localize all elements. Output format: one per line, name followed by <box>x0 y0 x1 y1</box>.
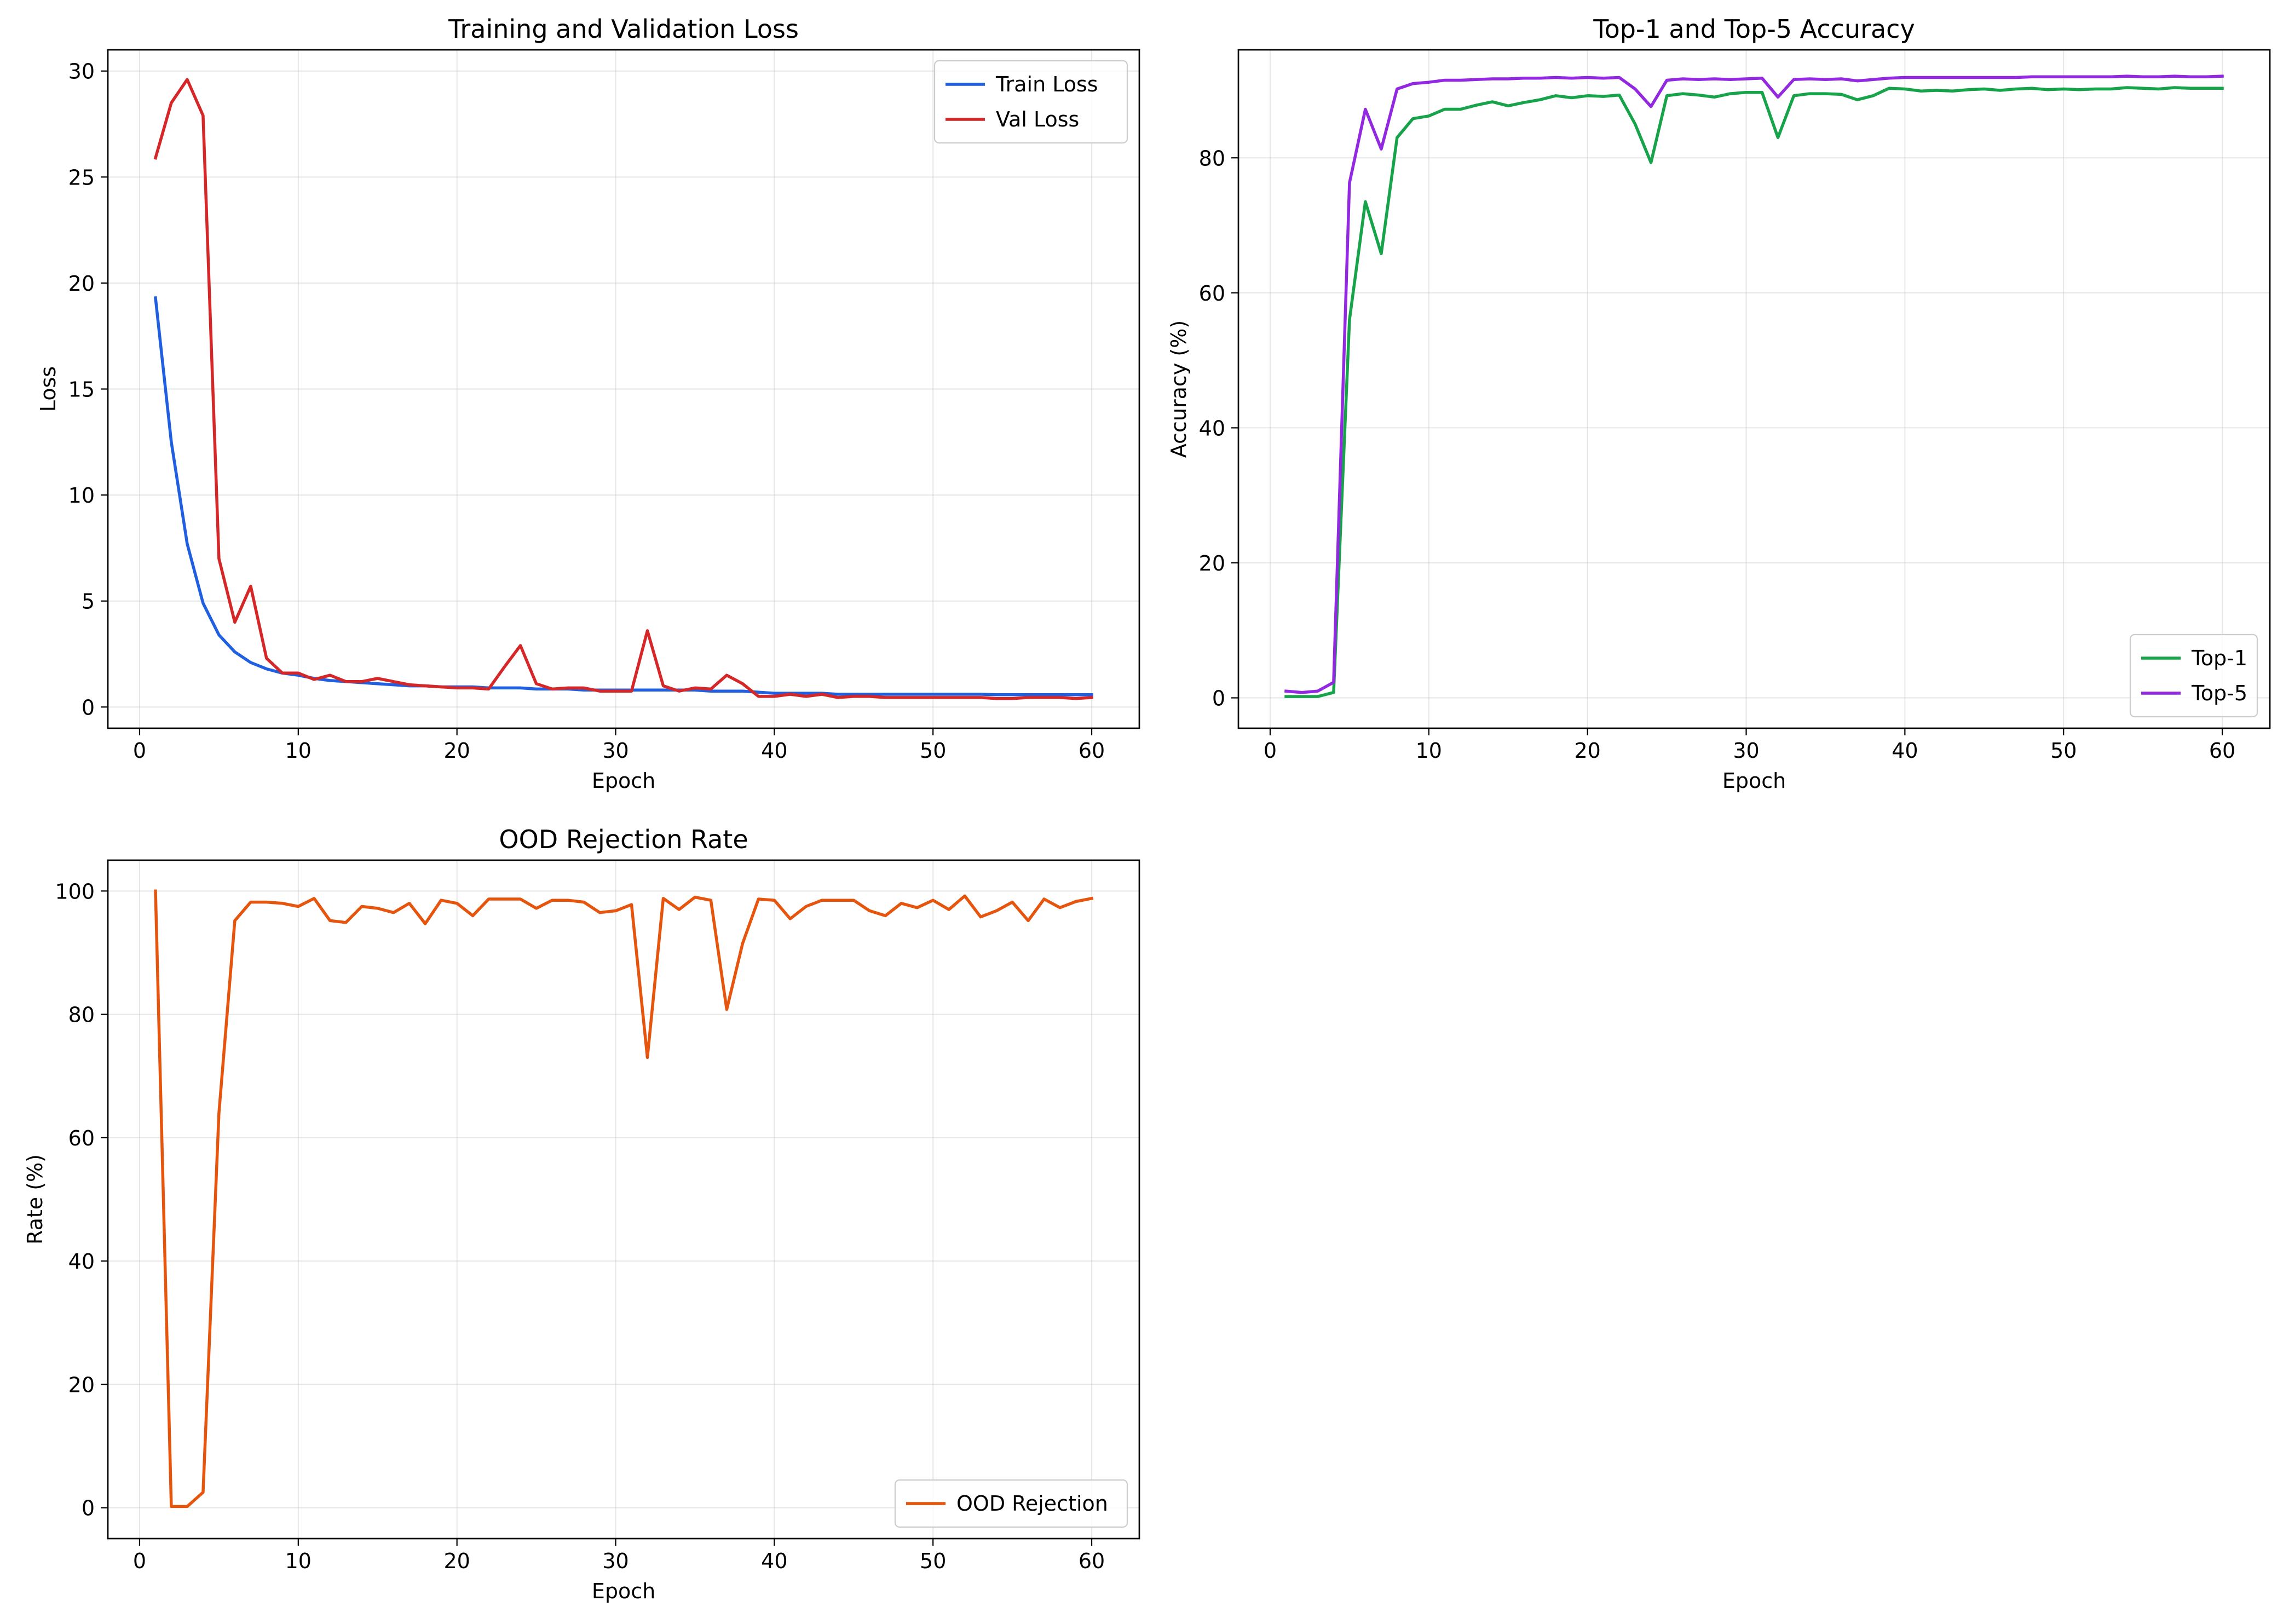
y-tick-label: 100 <box>55 879 95 903</box>
x-tick-label: 40 <box>761 739 787 763</box>
y-tick-label: 60 <box>1199 281 1225 306</box>
plot-frame <box>1237 49 2271 729</box>
chart-panel-accuracy: 0 10 20 30 40 50 60 0 20 40 60 80 Top-1 and Top-5 Ac… <box>1167 14 2271 793</box>
y-tick-label: 0 <box>82 1496 95 1521</box>
x-tick-label: 50 <box>920 739 946 763</box>
x-tick-label: 10 <box>285 739 312 763</box>
series-line-top-1 <box>1284 86 2224 698</box>
x-tick-label: 20 <box>1574 739 1600 763</box>
legend-label: OOD Rejection <box>956 1491 1108 1516</box>
x-axis-label: Epoch <box>592 1579 655 1603</box>
y-tick-label: 20 <box>68 1373 95 1397</box>
y-tick-label: 20 <box>1199 551 1225 575</box>
x-axis-label: Epoch <box>592 769 655 793</box>
y-axis-label: Rate (%) <box>23 1154 47 1245</box>
y-tick-label: 15 <box>68 378 95 402</box>
series-line-val-loss <box>153 78 1093 700</box>
y-tick-label: 80 <box>1199 146 1225 170</box>
y-tick-label: 60 <box>68 1126 95 1150</box>
legend-label: Top-1 <box>2191 646 2247 670</box>
y-tick-label: 40 <box>68 1249 95 1274</box>
x-tick-label: 50 <box>2050 739 2077 763</box>
y-tick-label: 30 <box>68 60 95 84</box>
chart-title: Training and Validation Loss <box>448 14 799 44</box>
chart-panel-loss: 0 10 20 30 40 50 60 0 5 10 15 20 25 30 Training and Va… <box>36 14 1140 793</box>
y-tick-label: 0 <box>1212 687 1225 711</box>
x-tick-label: 0 <box>133 1549 146 1573</box>
x-tick-label: 10 <box>285 1549 312 1573</box>
y-tick-label: 10 <box>68 483 95 508</box>
chart-panel-ood: 0 10 20 30 40 50 60 0 20 40 60 80 100 OOD Rejection R… <box>23 825 1140 1603</box>
series-line-top-5 <box>1284 74 2224 694</box>
y-axis-label: Loss <box>36 366 60 412</box>
chart-title: OOD Rejection Rate <box>499 825 748 854</box>
x-tick-label: 0 <box>1264 739 1277 763</box>
legend-label: Top-5 <box>2191 681 2247 705</box>
y-tick-label: 40 <box>1199 416 1225 440</box>
y-tick-label: 5 <box>82 590 95 614</box>
legend-box <box>2129 634 2258 718</box>
series-line-ood-rejection <box>154 889 1094 1508</box>
series-line-train-loss <box>153 296 1093 696</box>
x-tick-label: 20 <box>443 1549 470 1573</box>
x-tick-label: 40 <box>761 1549 787 1573</box>
x-tick-label: 40 <box>1892 739 1918 763</box>
plot-frame <box>107 859 1140 1540</box>
legend-label: Val Loss <box>996 107 1079 131</box>
y-tick-label: 25 <box>68 165 95 189</box>
legend: Train Loss Val Loss <box>933 60 1128 144</box>
x-tick-label: 30 <box>602 1549 629 1573</box>
x-tick-label: 60 <box>2209 739 2235 763</box>
x-tick-label: 0 <box>133 739 146 763</box>
legend-box <box>933 60 1128 144</box>
x-tick-label: 10 <box>1416 739 1442 763</box>
x-tick-label: 50 <box>920 1549 946 1573</box>
legend: Top-1 Top-5 <box>2129 634 2258 718</box>
x-tick-label: 20 <box>443 739 470 763</box>
chart-title: Top-1 and Top-5 Accuracy <box>1593 14 1915 44</box>
x-tick-label: 60 <box>1079 739 1105 763</box>
y-tick-label: 0 <box>82 695 95 719</box>
y-axis-label: Accuracy (%) <box>1167 320 1191 458</box>
y-tick-label: 20 <box>68 272 95 296</box>
x-tick-label: 30 <box>1733 739 1759 763</box>
legend-label: Train Loss <box>995 72 1098 96</box>
x-tick-label: 30 <box>602 739 629 763</box>
y-tick-label: 80 <box>68 1003 95 1027</box>
legend: OOD Rejection <box>894 1479 1128 1528</box>
legend-box <box>894 1479 1128 1528</box>
x-tick-label: 60 <box>1079 1549 1105 1573</box>
x-axis-label: Epoch <box>1722 769 1786 793</box>
